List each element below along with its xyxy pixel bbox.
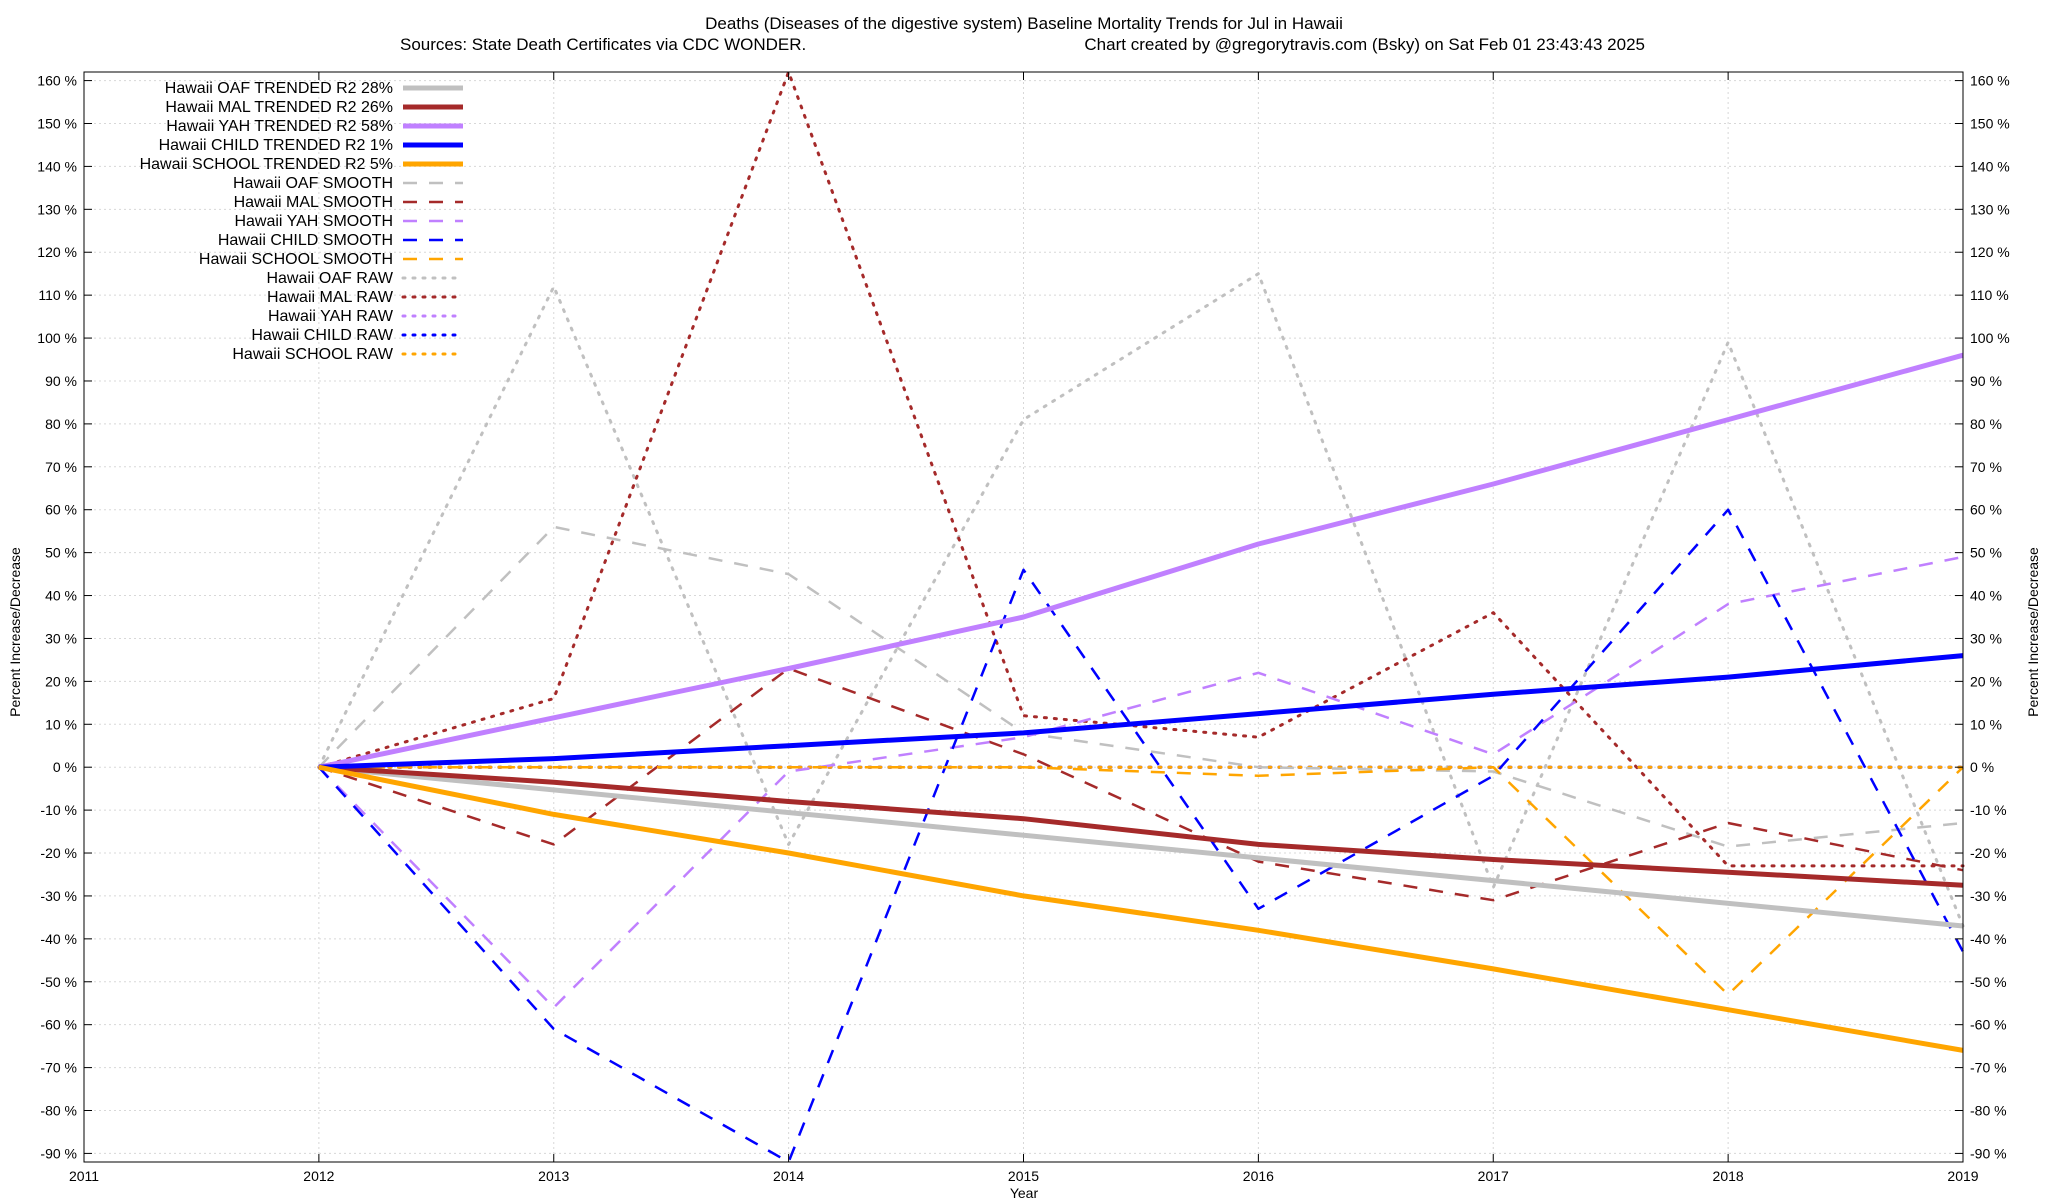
y-tick-label-left: -70 % [40, 1060, 77, 1076]
y-tick-label-left: 50 % [45, 545, 77, 561]
y-tick-label-left: -30 % [40, 888, 77, 904]
legend-label: Hawaii OAF TRENDED R2 28% [165, 80, 393, 97]
y-tick-label-right: 40 % [1970, 588, 2002, 604]
y-tick-label-left: 30 % [45, 630, 77, 646]
y-tick-label-right: 70 % [1970, 459, 2002, 475]
legend-label: Hawaii MAL SMOOTH [234, 194, 393, 211]
y-tick-label-right: 130 % [1970, 201, 2010, 217]
legend-label: Hawaii SCHOOL SMOOTH [199, 251, 393, 268]
y-tick-label-right: 20 % [1970, 673, 2002, 689]
y-tick-label-left: -50 % [40, 974, 77, 990]
y-tick-label-right: -60 % [1970, 1017, 2007, 1033]
x-axis-label: Year [1010, 1185, 1039, 1200]
y-tick-label-right: -10 % [1970, 802, 2007, 818]
legend-label: Hawaii MAL TRENDED R2 26% [165, 99, 393, 116]
legend-label: Hawaii YAH SMOOTH [234, 213, 393, 230]
y-tick-label-right: -30 % [1970, 888, 2007, 904]
legend-label: Hawaii CHILD TRENDED R2 1% [159, 137, 393, 154]
legend-label: Hawaii CHILD RAW [251, 327, 394, 344]
series-line-9 [317, 508, 1965, 1164]
y-tick-label-right: -50 % [1970, 974, 2007, 990]
x-tick-label: 2017 [1478, 1168, 1509, 1184]
y-tick-label-left: -60 % [40, 1017, 77, 1033]
legend-label: Hawaii YAH RAW [268, 308, 394, 325]
y-tick-label-left: 110 % [38, 287, 77, 303]
series-line-3 [318, 352, 1964, 770]
y-tick-label-left: 150 % [37, 115, 77, 131]
series-line-7 [318, 667, 1964, 902]
legend: Hawaii OAF TRENDED R2 28% Hawaii MAL TREN… [140, 80, 465, 363]
x-tick-label: 2012 [303, 1168, 334, 1184]
chart-title: Deaths (Diseases of the digestive system… [705, 14, 1343, 33]
series-line-8 [318, 555, 1964, 1009]
chart-subtitle-credit: Chart created by @gregorytravis.com (Bsk… [1084, 35, 1645, 54]
x-tick-label: 2013 [538, 1168, 569, 1184]
y-tick-label-right: 160 % [1970, 73, 2010, 89]
y-axis-label-right: Percent Increase/Decrease [2025, 547, 2041, 717]
y-tick-label-right: 140 % [1970, 158, 2010, 174]
y-tick-label-left: 130 % [37, 201, 77, 217]
x-tick-label: 2011 [69, 1168, 99, 1184]
x-tick-label: 2014 [773, 1168, 804, 1184]
y-tick-label-right: 0 % [1970, 759, 1994, 775]
y-tick-label-right: 50 % [1970, 545, 2002, 561]
y-tick-label-left: -20 % [40, 845, 77, 861]
y-tick-label-left: 160 % [37, 73, 77, 89]
series-line-1 [318, 764, 1964, 929]
y-axis-label-left: Percent Increase/Decrease [7, 547, 23, 717]
y-tick-label-left: 40 % [45, 588, 77, 604]
y-tick-label-left: 120 % [37, 244, 77, 260]
y-tick-label-right: -70 % [1970, 1060, 2007, 1076]
legend-label: Hawaii CHILD SMOOTH [218, 232, 393, 249]
y-tick-label-right: -40 % [1970, 931, 2007, 947]
y-tick-label-left: 20 % [45, 673, 77, 689]
y-tick-label-right: 30 % [1970, 630, 2002, 646]
series-line-12 [317, 70, 1965, 868]
legend-label: Hawaii SCHOOL TRENDED R2 5% [140, 156, 393, 173]
y-tick-label-left: 10 % [45, 716, 77, 732]
y-tick-label-left: 0 % [53, 759, 77, 775]
y-tick-label-right: 80 % [1970, 416, 2002, 432]
legend-label: Hawaii OAF SMOOTH [233, 175, 393, 192]
y-tick-label-right: -20 % [1970, 845, 2007, 861]
y-tick-label-left: -40 % [40, 931, 77, 947]
series-lines [317, 70, 1965, 1164]
y-tick-label-left: 140 % [37, 158, 77, 174]
y-tick-label-left: 60 % [45, 502, 77, 518]
x-tick-label: 2016 [1243, 1168, 1274, 1184]
chart-subtitle-source: Sources: State Death Certificates via CD… [400, 35, 806, 54]
series-line-6 [318, 525, 1964, 848]
x-tick-label: 2018 [1713, 1168, 1744, 1184]
y-tick-label-right: 90 % [1970, 373, 2002, 389]
legend-label: Hawaii SCHOOL RAW [232, 346, 394, 363]
series-line-4 [318, 653, 1964, 770]
y-tick-label-right: 60 % [1970, 502, 2002, 518]
y-tick-label-left: 80 % [45, 416, 77, 432]
y-tick-label-left: -80 % [40, 1103, 77, 1119]
y-tick-label-right: -90 % [1970, 1145, 2007, 1161]
legend-label: Hawaii MAL RAW [267, 289, 394, 306]
y-tick-label-left: 100 % [37, 330, 77, 346]
y-tick-label-right: 100 % [1970, 330, 2010, 346]
series-line-5 [318, 764, 1964, 1053]
series-line-2 [318, 764, 1964, 888]
y-tick-label-right: 150 % [1970, 115, 2010, 131]
x-tick-label: 2019 [1947, 1168, 1978, 1184]
y-tick-label-left: 70 % [45, 459, 77, 475]
y-tick-label-right: 10 % [1970, 716, 2002, 732]
y-tick-label-left: -10 % [40, 802, 77, 818]
legend-label: Hawaii YAH TRENDED R2 58% [166, 118, 393, 135]
y-tick-label-left: 90 % [45, 373, 77, 389]
y-tick-label-right: -80 % [1970, 1103, 2007, 1119]
legend-label: Hawaii OAF RAW [266, 270, 393, 287]
x-tick-label: 2015 [1008, 1168, 1039, 1184]
y-tick-label-left: -90 % [40, 1145, 77, 1161]
y-tick-label-right: 110 % [1970, 287, 2009, 303]
y-tick-label-right: 120 % [1970, 244, 2010, 260]
axis-ticks: 2011 2012 2013 2014 2015 2016 2017 2018 2019 -90 … [37, 72, 2010, 1184]
